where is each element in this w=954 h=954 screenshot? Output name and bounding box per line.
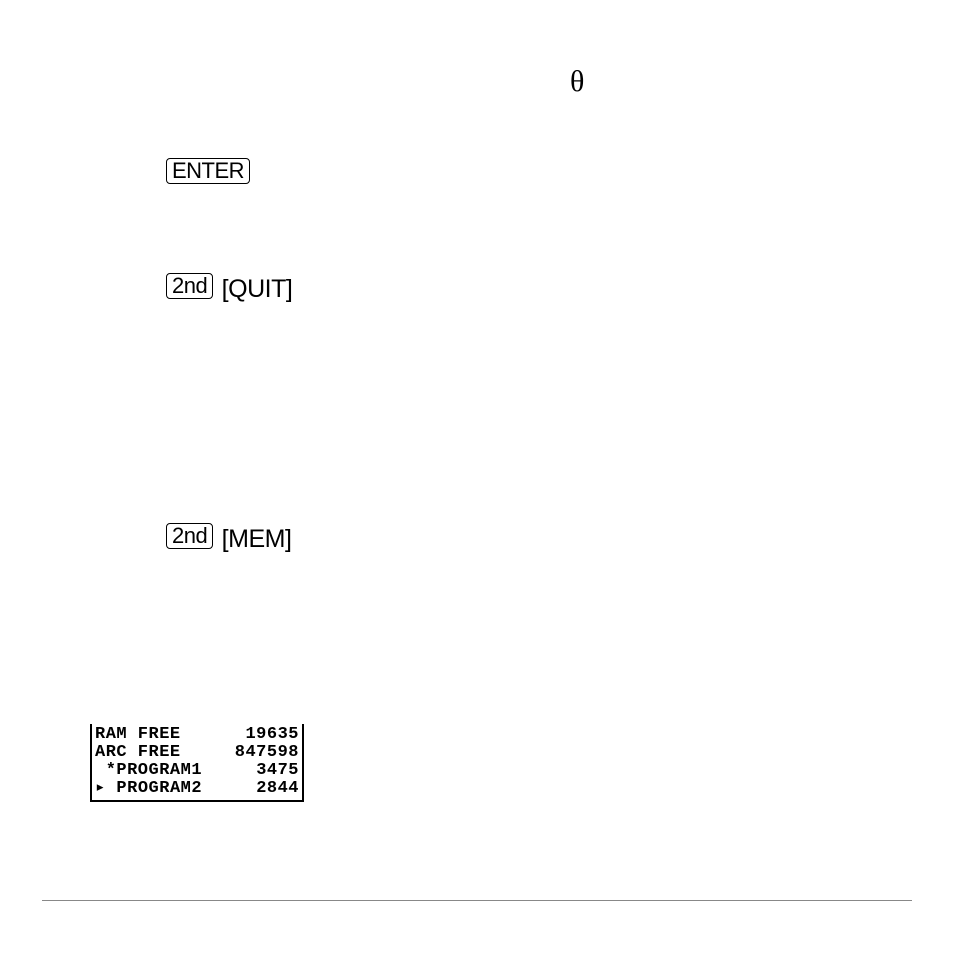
enter-key: ENTER (166, 158, 250, 184)
lcd-row: RAM FREE 19635 (95, 726, 299, 744)
second-key: 2nd (166, 523, 213, 549)
lcd-row-right: 3475 (256, 762, 299, 780)
mem-label: [MEM] (222, 527, 292, 551)
lcd-row-left: ARC FREE (95, 744, 181, 762)
lcd-row-left: ▸ PROGRAM2 (95, 780, 202, 798)
lcd-row-left: *PROGRAM1 (95, 762, 202, 780)
lcd-row: ARC FREE 847598 (95, 744, 299, 762)
key-sequence-quit: 2nd [QUIT] (166, 273, 292, 301)
lcd-row: ▸ PROGRAM2 2844 (95, 780, 299, 798)
key-sequence-mem: 2nd [MEM] (166, 523, 291, 551)
lcd-row-right: 847598 (235, 744, 299, 762)
bottom-divider (42, 900, 912, 901)
second-key: 2nd (166, 273, 213, 299)
lcd-row-right: 19635 (245, 726, 299, 744)
key-sequence-enter: ENTER (166, 158, 250, 184)
lcd-row: *PROGRAM1 3475 (95, 762, 299, 780)
quit-label: [QUIT] (222, 277, 293, 301)
lcd-row-left: RAM FREE (95, 726, 181, 744)
calculator-screen: RAM FREE 19635 ARC FREE 847598 *PROGRAM1… (90, 724, 304, 802)
theta-symbol: θ (570, 65, 584, 99)
lcd-row-right: 2844 (256, 780, 299, 798)
calculator-screen-inner: RAM FREE 19635 ARC FREE 847598 *PROGRAM1… (92, 726, 302, 798)
